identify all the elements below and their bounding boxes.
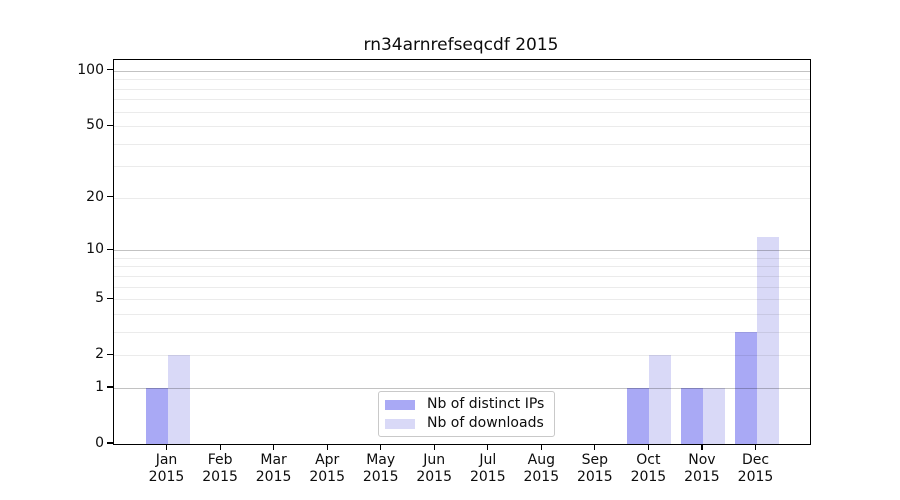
y-tick-label: 5 [95, 290, 104, 307]
x-tick-label: Feb 2015 [202, 452, 238, 485]
y-tick-mark [106, 69, 113, 71]
x-tick-mark [701, 444, 703, 451]
bar [627, 387, 650, 444]
x-tick-mark [380, 444, 382, 451]
bar [680, 387, 703, 444]
y-tick-label: 20 [86, 188, 104, 205]
bar [145, 387, 168, 444]
legend-item-distinct-ips: Nb of distinct IPs [385, 396, 544, 413]
y-tick-mark [106, 386, 113, 388]
x-tick-label: Sep 2015 [576, 452, 613, 485]
x-tick-mark [273, 444, 275, 451]
legend-swatch-downloads [385, 418, 415, 429]
x-tick-mark [647, 444, 650, 451]
y-tick-label: 100 [77, 61, 104, 78]
y-tick-mark [106, 124, 113, 126]
y-tick-mark [106, 248, 113, 250]
y-tick-mark [106, 196, 113, 198]
bar [734, 331, 757, 444]
x-tick-mark [594, 444, 596, 451]
x-tick-mark [433, 444, 435, 451]
x-tick-label: Aug 2015 [523, 452, 560, 485]
x-tick-label: Jul 2015 [469, 452, 506, 485]
x-tick-mark [540, 444, 542, 451]
x-tick-mark [754, 444, 757, 451]
x-tick-mark [165, 444, 168, 451]
y-tick-label: 50 [86, 117, 104, 134]
legend: Nb of distinct IPs Nb of downloads [378, 391, 556, 437]
x-tick-label: Apr 2015 [309, 452, 345, 485]
x-tick-mark [219, 444, 221, 451]
legend-label: Nb of distinct IPs [427, 396, 545, 412]
x-tick-label: Nov 2015 [684, 452, 720, 485]
y-tick-label: 0 [95, 435, 104, 451]
bar [167, 355, 190, 444]
y-tick-mark [106, 442, 113, 444]
x-tick-label: Mar 2015 [255, 452, 292, 485]
legend-label: Nb of downloads [427, 415, 544, 431]
legend-item-downloads: Nb of downloads [385, 415, 544, 432]
x-tick-label: Jun 2015 [416, 452, 452, 485]
x-tick-label: Oct 2015 [630, 452, 667, 485]
bar [702, 387, 725, 444]
x-tick-mark [487, 444, 489, 451]
y-tick-mark [106, 297, 113, 299]
plot-area [113, 59, 811, 445]
x-tick-mark [326, 444, 328, 451]
legend-swatch-distinct-ips [385, 399, 415, 410]
y-tick-label: 2 [95, 346, 104, 363]
x-tick-label: Dec 2015 [737, 452, 774, 485]
chart-title: rn34arnrefseqcdf 2015 [363, 35, 559, 55]
y-tick-label: 10 [86, 241, 104, 258]
bars-layer [114, 60, 810, 444]
bar [649, 355, 672, 444]
x-tick-label: May 2015 [362, 452, 399, 485]
bar [756, 236, 779, 444]
y-tick-mark [106, 353, 113, 355]
x-tick-label: Jan 2015 [148, 452, 185, 485]
y-tick-label: 1 [95, 378, 104, 395]
